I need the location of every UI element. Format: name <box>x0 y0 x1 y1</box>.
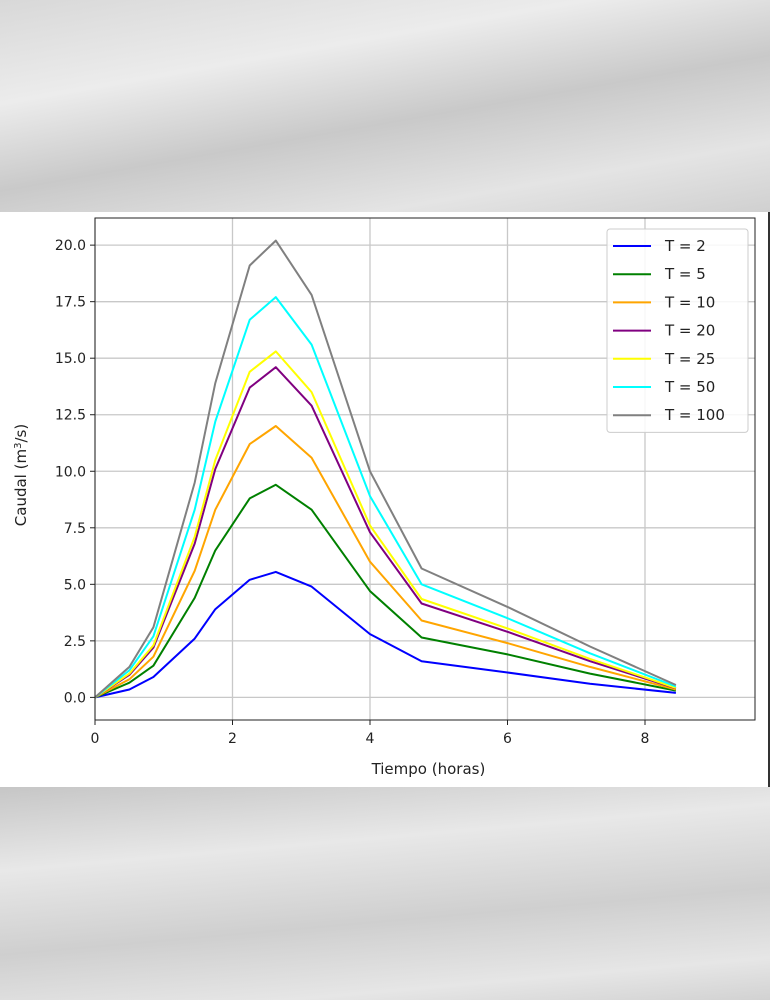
x-tick-label: 2 <box>228 731 237 747</box>
series-line-t-100 <box>94 239 677 699</box>
photo-backdrop-top <box>0 0 770 212</box>
legend-label: T = 5 <box>664 265 706 283</box>
series-line-t-50 <box>94 296 677 699</box>
x-axis-label: Tiempo (horas) <box>371 760 486 778</box>
series-line-t-25 <box>94 350 677 699</box>
legend-label: T = 100 <box>664 406 725 424</box>
y-tick-label: 20.0 <box>55 238 86 254</box>
y-tick-label: 0.0 <box>64 690 86 706</box>
y-tick-label: 15.0 <box>55 351 86 367</box>
hydrograph-chart: 0 2 4 6 8 0.0 2.5 5.0 7.5 10.0 12.5 15.0 17.5 20.0 Ti… <box>12 217 756 778</box>
legend-box <box>606 228 749 433</box>
y-tick-label: 12.5 <box>55 408 86 424</box>
series-line-t-2 <box>94 570 677 699</box>
axis-ticks: 0 2 4 6 8 0.0 2.5 5.0 7.5 10.0 12.5 15.0 17.5 20.0 <box>55 238 650 747</box>
y-tick-label: 7.5 <box>64 521 86 537</box>
x-tick-label: 4 <box>366 731 375 747</box>
series-lines <box>94 239 677 699</box>
y-axis-label: Caudal (m3/s) <box>12 424 30 526</box>
y-tick-label: 5.0 <box>64 577 86 593</box>
x-tick-label: 0 <box>91 731 100 747</box>
series-line-t-20 <box>94 366 677 699</box>
x-tick-label: 6 <box>503 731 512 747</box>
legend: T = 2 T = 5 T = 10 T = 20 T = 25 T = 50 T = 10… <box>606 228 749 433</box>
chart-figure: 0 2 4 6 8 0.0 2.5 5.0 7.5 10.0 12.5 15.0 17.5 20.0 Ti… <box>0 212 770 787</box>
series-line-t-5 <box>94 483 677 699</box>
series-line-t-10 <box>94 425 677 699</box>
legend-label: T = 10 <box>664 293 715 311</box>
y-tick-label: 2.5 <box>64 634 86 650</box>
y-tick-label: 10.0 <box>55 464 86 480</box>
legend-label: T = 25 <box>664 350 715 368</box>
legend-label: T = 20 <box>664 322 715 340</box>
y-tick-label: 17.5 <box>55 295 86 311</box>
plot-area-frame <box>94 217 756 721</box>
legend-label: T = 50 <box>664 378 715 396</box>
legend-label: T = 2 <box>664 237 706 255</box>
x-tick-label: 8 <box>641 731 650 747</box>
photo-backdrop-bottom <box>0 787 770 1000</box>
